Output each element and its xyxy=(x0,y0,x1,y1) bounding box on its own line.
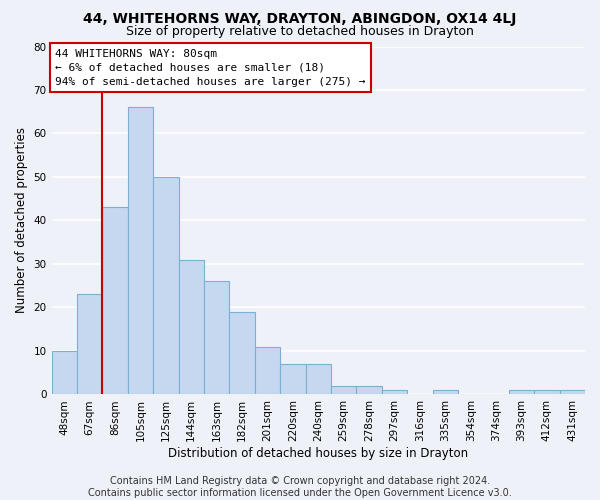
Bar xyxy=(128,108,153,395)
Bar xyxy=(204,282,229,395)
Bar xyxy=(255,346,280,395)
Bar xyxy=(103,208,128,394)
Bar xyxy=(356,386,382,394)
Bar xyxy=(560,390,585,394)
Text: 44 WHITEHORNS WAY: 80sqm
← 6% of detached houses are smaller (18)
94% of semi-de: 44 WHITEHORNS WAY: 80sqm ← 6% of detache… xyxy=(55,48,366,86)
Y-axis label: Number of detached properties: Number of detached properties xyxy=(15,128,28,314)
Bar xyxy=(433,390,458,394)
Bar xyxy=(280,364,305,394)
Bar xyxy=(179,260,204,394)
Bar xyxy=(229,312,255,394)
Bar xyxy=(534,390,560,394)
Bar xyxy=(52,351,77,395)
Bar xyxy=(509,390,534,394)
Bar xyxy=(382,390,407,394)
Bar xyxy=(331,386,356,394)
Text: Contains HM Land Registry data © Crown copyright and database right 2024.
Contai: Contains HM Land Registry data © Crown c… xyxy=(88,476,512,498)
Text: Size of property relative to detached houses in Drayton: Size of property relative to detached ho… xyxy=(126,25,474,38)
Bar xyxy=(77,294,103,394)
X-axis label: Distribution of detached houses by size in Drayton: Distribution of detached houses by size … xyxy=(168,447,469,460)
Text: 44, WHITEHORNS WAY, DRAYTON, ABINGDON, OX14 4LJ: 44, WHITEHORNS WAY, DRAYTON, ABINGDON, O… xyxy=(83,12,517,26)
Bar xyxy=(153,177,179,394)
Bar xyxy=(305,364,331,394)
